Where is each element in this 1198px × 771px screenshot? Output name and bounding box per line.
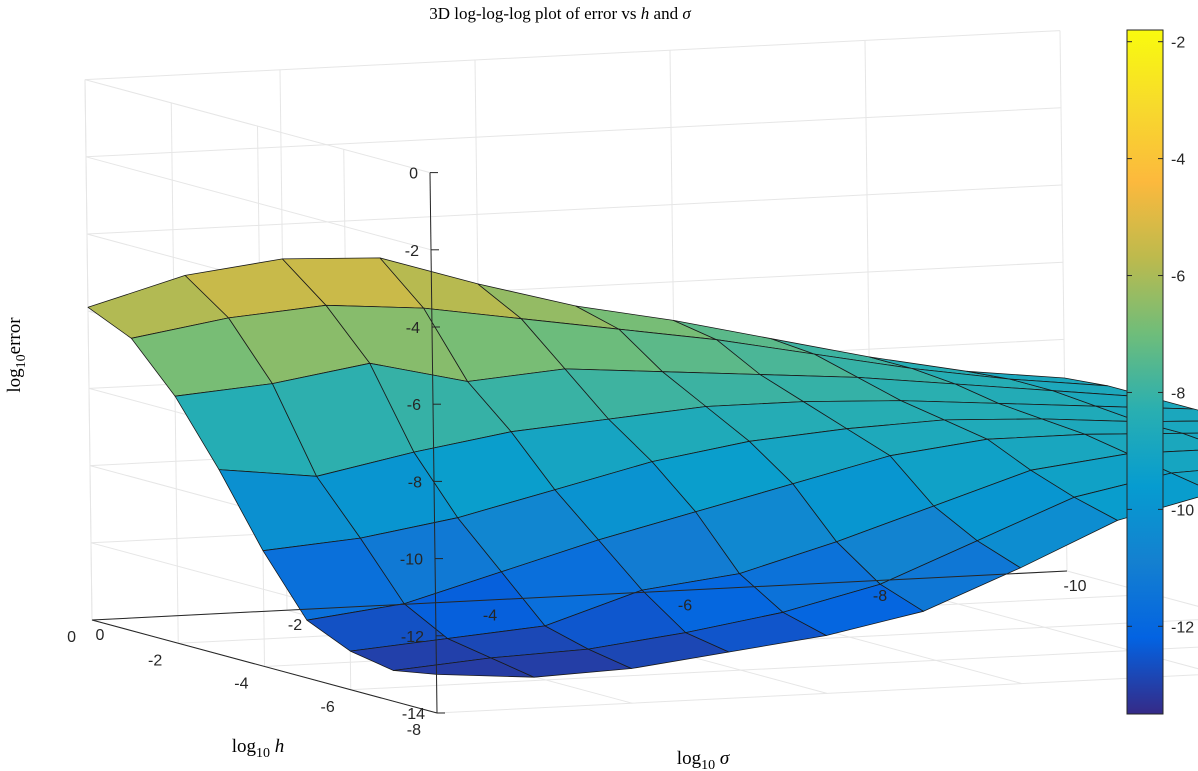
x-tick-label: 0 xyxy=(96,627,105,644)
colorbar-tick-label: -2 xyxy=(1171,35,1185,52)
colorbar-gradient xyxy=(1126,29,1164,715)
tick-labels: 0 -2 -4 -6 -8 -10 -12 -14 0 -2 -4 -6 -8 0 -2 -4 -6 -8 -10 xyxy=(67,166,1087,739)
colorbar-tick-label: -10 xyxy=(1171,502,1194,519)
colorbar-tick-label: -4 xyxy=(1171,152,1185,169)
x-tick-label: -6 xyxy=(678,598,692,615)
x-tick-label: -10 xyxy=(1063,578,1086,595)
y-tick-label: -6 xyxy=(321,699,335,716)
z-tick-label: -8 xyxy=(408,474,422,491)
x-tick-label: -8 xyxy=(873,588,887,605)
error-surface xyxy=(87,257,1198,678)
axes-lines xyxy=(91,172,1068,714)
z-axis-line xyxy=(429,172,438,714)
y-axis-label: log10 h xyxy=(232,736,285,761)
y-tick-label: 0 xyxy=(67,629,76,646)
colorbar-tick-label: -6 xyxy=(1171,269,1185,286)
colorbar-tick-label: -12 xyxy=(1171,619,1194,636)
x-tick-label: -4 xyxy=(483,607,497,624)
x-axis-label: log10 σ xyxy=(677,748,730,771)
z-tick-label: -10 xyxy=(400,552,423,569)
z-tick-label: -4 xyxy=(406,320,420,337)
surface-patch xyxy=(1171,470,1198,486)
z-tick-label: -2 xyxy=(405,243,419,260)
z-tick-label: -6 xyxy=(407,397,421,414)
z-axis-label: log10error xyxy=(4,317,29,393)
z-tick-label: 0 xyxy=(409,166,418,183)
z-tick-label: -12 xyxy=(401,629,424,646)
y-tick-label: -2 xyxy=(148,652,162,669)
z-gridline xyxy=(84,30,1061,174)
chart-title: 3D log-log-log plot of error vs h and σ xyxy=(429,4,691,23)
x-tick-label: -2 xyxy=(288,617,302,634)
y-tick-label: -8 xyxy=(407,722,421,739)
x-axis-line xyxy=(91,570,1068,621)
y-tick-label: -4 xyxy=(234,676,248,693)
colorbar-tick-label: -8 xyxy=(1171,385,1185,402)
y-axis-line xyxy=(91,619,438,714)
z-tick-label: -14 xyxy=(402,706,425,723)
colorbar: -2 -4 -6 -8 -10 -12 xyxy=(1126,29,1194,715)
surface-patch xyxy=(1182,432,1198,440)
z-gridline xyxy=(85,107,1062,251)
